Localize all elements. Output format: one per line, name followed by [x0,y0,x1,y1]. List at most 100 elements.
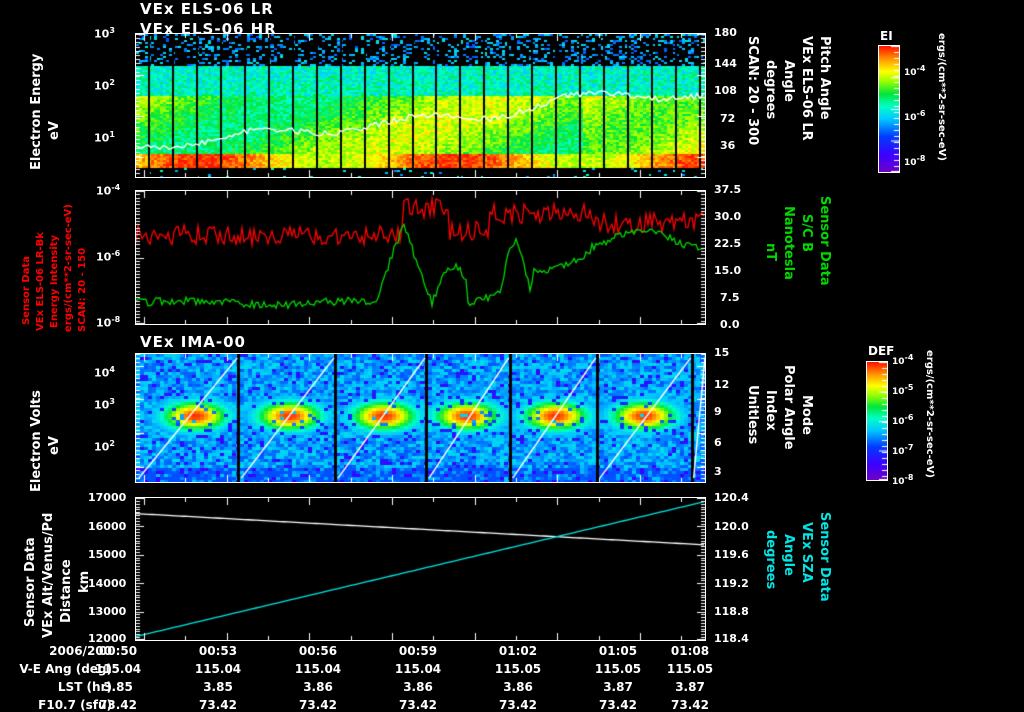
bottom-info-table: 2006/200 V-E Ang (deg) LST (hr) F10.7 (sfu)… [0,644,1024,711]
panel4-ytick-2: 15000 [88,548,127,561]
colorbar3-tick-3: 10-7 [892,443,914,457]
bottom-cell-lst-2: 3.86 [303,680,333,694]
bottom-cell-time-0: 00:50 [98,644,138,658]
panel4-rtick-3: 119.2 [714,577,749,590]
panel2-ytick-1: 10-6 [96,249,121,264]
panel3-rlabel-3: Index [763,390,778,431]
panel2-plot-area[interactable] [135,190,706,325]
panel2-rlabel-1: Sensor Data [817,196,832,286]
panel2-ytick-2: 10-8 [96,315,121,330]
panel2-ylabel-2: VEx ELS-06 LR-Bk [35,232,46,331]
panel4-ytick-0: 17000 [88,491,127,504]
panel1-rlabel-4: degrees [763,60,778,120]
panel1-title-hr: VEx ELS-06 HR [140,20,277,38]
panel4-ytick-4: 13000 [88,605,127,618]
colorbar3-tick-0: 10-4 [892,353,914,367]
panel3-plot-area[interactable] [135,353,706,483]
bottom-cell-f107-6: 73.42 [671,698,709,712]
panel1-ytick-0: 103 [94,26,115,41]
panel3-rtick-2: 9 [714,405,722,418]
bottom-cell-lst-6: 3.87 [675,680,705,694]
panel4-rlabel-2: VEx SZA [799,522,814,583]
panel1-rtick-2: 108 [714,84,737,97]
panel4-rtick-5: 118.4 [714,632,749,645]
panel3-ytick-2: 102 [94,439,115,454]
panel4-plot-area[interactable] [135,497,706,641]
colorbar1 [878,45,900,173]
panel2-rtick-5: 0.0 [720,318,740,331]
bottom-cell-time-6: 01:08 [670,644,710,658]
bottom-cell-time-5: 01:05 [598,644,638,658]
panel2-rtick-2: 22.5 [714,237,742,250]
panel1-rlabel-5: SCAN: 20 - 300 [745,36,760,146]
bottom-cell-lst-3: 3.86 [403,680,433,694]
bottom-cell-time-2: 00:56 [298,644,338,658]
panel3-rtick-4: 3 [714,465,722,478]
colorbar1-name: EI [880,29,893,43]
panel1-rlabel-2: VEx ELS-06 LR [799,36,814,141]
bottom-cell-f107-1: 73.42 [199,698,237,712]
panel1-ylabel-line2: eV [47,121,62,140]
panel1-ytick-2: 101 [94,130,115,145]
colorbar3-tick-1: 10-5 [892,383,914,397]
bottom-row-label-1: V-E Ang (deg) [19,662,112,676]
panel1-rtick-3: 72 [720,112,736,125]
panel2-rtick-1: 30.0 [714,210,742,223]
panel4-ylabel-1: Sensor Data [23,537,38,627]
colorbar3-tick-2: 10-6 [892,413,914,427]
panel3-rtick-3: 6 [714,436,722,449]
bottom-cell-lst-5: 3.87 [603,680,633,694]
panel1-plot-area[interactable] [135,33,706,178]
panel2-ylabel-4: ergs/(cm**2-sr-sec-eV) [63,204,74,332]
panel1-rlabel-1: Pitch Angle [817,36,832,120]
panel2-rtick-4: 7.5 [720,291,740,304]
panel4-ytick-3: 14000 [88,577,127,590]
bottom-cell-f107-4: 73.42 [499,698,537,712]
bottom-cell-ve_ang-6: 115.05 [666,662,714,676]
colorbar3-units: ergs/(cm**2-sr-sec-eV) [924,350,935,478]
panel2-ytick-0: 10-4 [96,183,121,198]
bottom-cell-f107-0: 73.42 [99,698,137,712]
bottom-cell-time-1: 00:53 [198,644,238,658]
panel1-rtick-1: 144 [714,57,737,70]
panel3-ytick-1: 103 [94,397,115,412]
panel1-ylabel-line1: Electron Energy [29,53,44,170]
colorbar1-tick-0: 10-4 [904,64,926,78]
bottom-cell-lst-1: 3.85 [203,680,233,694]
panel2-rlabel-3: Nanotesla [781,206,796,280]
panel3-rtick-0: 15 [714,346,730,359]
bottom-cell-ve_ang-2: 115.04 [294,662,342,676]
panel1-rtick-4: 36 [720,139,736,152]
bottom-cell-ve_ang-3: 115.04 [394,662,442,676]
panel3-rlabel-2: Polar Angle [781,365,796,450]
bottom-row-label-2: LST (hr) [57,680,112,694]
panel4-rlabel-4: degrees [763,530,778,590]
panel2-rtick-0: 37.5 [714,183,742,196]
bottom-cell-f107-2: 73.42 [299,698,337,712]
panel2-ylabel-1: Sensor Data [21,256,32,325]
bottom-cell-lst-0: 3.85 [103,680,133,694]
bottom-cell-time-4: 01:02 [498,644,538,658]
panel3-ylabel-line1: Electron Volts [29,390,44,492]
panel4-ytick-5: 12000 [88,632,127,645]
panel3-rtick-1: 12 [714,378,730,391]
panel3-ytick-0: 104 [94,365,115,380]
panel4-rtick-4: 118.8 [714,605,749,618]
bottom-cell-ve_ang-0: 115.04 [94,662,142,676]
panel1-rlabel-3: Angle [781,60,796,102]
bottom-cell-f107-3: 73.42 [399,698,437,712]
panel3-rlabel-1: Mode [799,395,814,435]
colorbar3-name: DEF [868,344,895,358]
bottom-cell-lst-4: 3.86 [503,680,533,694]
bottom-cell-ve_ang-1: 115.04 [194,662,242,676]
panel2-rtick-3: 15.0 [714,264,742,277]
bottom-cell-ve_ang-4: 115.05 [494,662,542,676]
panel1-title-lr: VEx ELS-06 LR [140,0,274,18]
panel3-title: VEx IMA-00 [140,333,246,351]
colorbar1-tick-1: 10-6 [904,109,926,123]
bottom-cell-f107-5: 73.42 [599,698,637,712]
panel3-rlabel-4: Unitless [745,385,760,445]
panel4-rtick-1: 120.0 [714,520,749,533]
panel4-rlabel-1: Sensor Data [817,512,832,602]
panel2-ylabel-3: Energy Intensity [49,234,60,328]
